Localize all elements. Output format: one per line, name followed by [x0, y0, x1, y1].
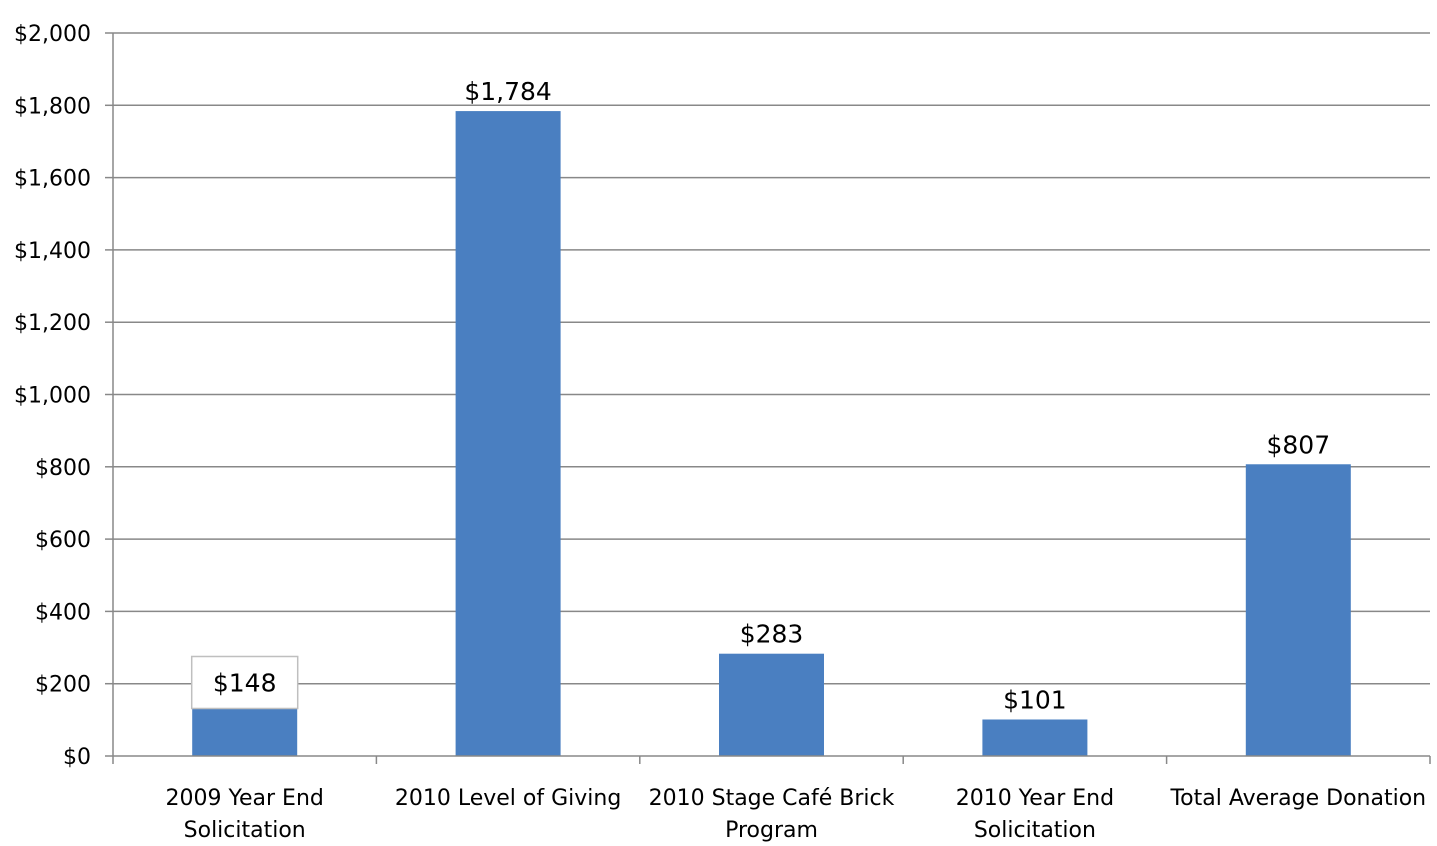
y-axis-tick-labels: $0 $200 $400 $600 $800 $1,000 $1,200 $1,400 $1,6…: [14, 22, 91, 770]
bar: [192, 702, 298, 756]
data-labels: $148 $1,784 $283 $101 $807: [190, 77, 1330, 714]
data-label-box: [190, 655, 299, 710]
axes: [105, 32, 1431, 764]
category-label: 2009 Year End: [166, 786, 324, 811]
y-tick-label: $1,400: [14, 239, 91, 264]
bar: [1245, 464, 1351, 756]
y-tick-label: $2,000: [14, 22, 91, 47]
y-tick-label: $200: [35, 673, 91, 698]
y-tick-label: $0: [63, 745, 91, 770]
bars: [192, 111, 1351, 757]
data-label: $101: [1003, 685, 1067, 714]
category-label: Solicitation: [974, 818, 1096, 843]
data-label: $1,784: [464, 77, 551, 106]
y-tick-label: $600: [35, 528, 91, 553]
data-label: $148: [213, 668, 277, 697]
bar: [982, 719, 1088, 756]
gridlines: [113, 32, 1430, 685]
category-label: Total Average Donation: [1169, 786, 1426, 811]
y-tick-label: $1,000: [14, 384, 91, 409]
category-label: 2010 Year End: [956, 786, 1114, 811]
category-label: Solicitation: [184, 818, 306, 843]
category-label: 2010 Stage Café Brick: [649, 786, 895, 811]
category-label: 2010 Level of Giving: [395, 786, 621, 811]
category-label: Program: [725, 818, 818, 843]
y-tick-label: $1,800: [14, 94, 91, 119]
y-tick-label: $1,600: [14, 167, 91, 192]
y-tick-label: $800: [35, 456, 91, 481]
category-labels: 2009 Year End Solicitation 2010 Level of G…: [166, 786, 1427, 843]
data-label: $283: [740, 620, 804, 649]
bar: [455, 111, 561, 757]
bar: [719, 653, 824, 756]
y-tick-label: $400: [35, 600, 91, 625]
y-tick-label: $1,200: [14, 311, 91, 336]
data-label: $807: [1266, 430, 1330, 459]
